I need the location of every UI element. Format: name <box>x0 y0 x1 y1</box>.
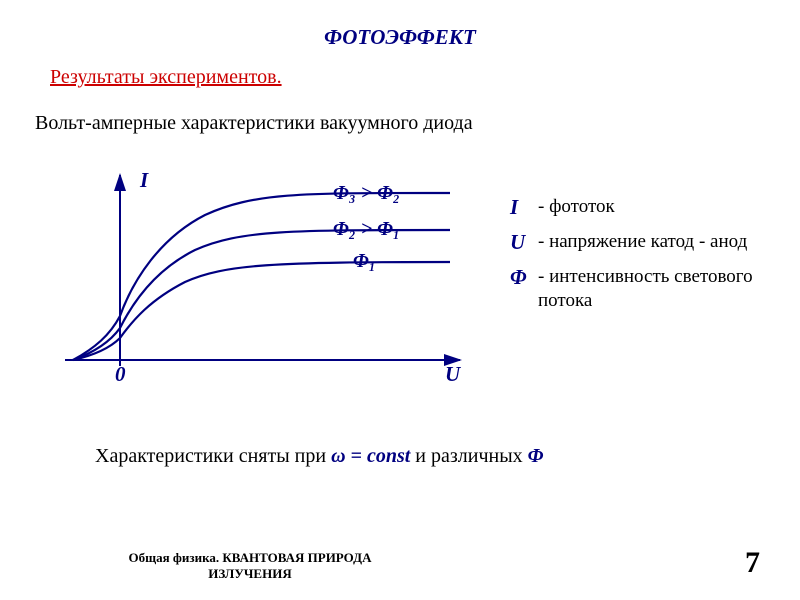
description: Вольт-амперные характеристики вакуумного… <box>35 112 473 135</box>
omega-symbol: ω <box>331 445 345 467</box>
legend-text: - интенсивность светового потока <box>538 265 800 313</box>
legend-row: I - фототок <box>510 195 800 220</box>
legend: I - фототок U - напряжение катод - анод … <box>510 195 800 323</box>
page-number: 7 <box>745 546 760 580</box>
origin-label: 0 <box>115 362 126 387</box>
legend-row: Φ - интенсивность светового потока <box>510 265 800 313</box>
y-axis-label: I <box>140 168 148 193</box>
x-axis-label: U <box>445 362 460 387</box>
curve-label: Φ₂ > Φ₁ <box>333 218 400 241</box>
curve-label: Φ₁ <box>353 250 376 273</box>
chart-svg <box>55 160 475 390</box>
legend-symbol: I <box>510 195 538 220</box>
page-title: ФОТОЭФФЕКТ <box>0 25 800 50</box>
phi-symbol: Φ <box>528 445 544 467</box>
legend-text: - фототок <box>538 195 615 219</box>
subtitle: Результаты экспериментов. <box>50 66 282 89</box>
iv-chart: I U 0 Φ₁ Φ₂ > Φ₁ Φ₃ > Φ₂ <box>55 160 475 390</box>
condition-text: Характеристики сняты при ω = const и раз… <box>95 445 543 468</box>
curve-label: Φ₃ > Φ₂ <box>333 182 400 205</box>
const-text: const <box>367 445 410 467</box>
condition-prefix: Характеристики сняты при <box>95 445 331 467</box>
equals: = <box>346 445 367 467</box>
legend-symbol: U <box>510 230 538 255</box>
legend-text: - напряжение катод - анод <box>538 230 747 254</box>
condition-middle: и различных <box>415 445 527 467</box>
legend-row: U - напряжение катод - анод <box>510 230 800 255</box>
footer-text: Общая физика. КВАНТОВАЯ ПРИРОДА ИЗЛУЧЕНИ… <box>100 550 400 583</box>
legend-symbol: Φ <box>510 265 538 290</box>
